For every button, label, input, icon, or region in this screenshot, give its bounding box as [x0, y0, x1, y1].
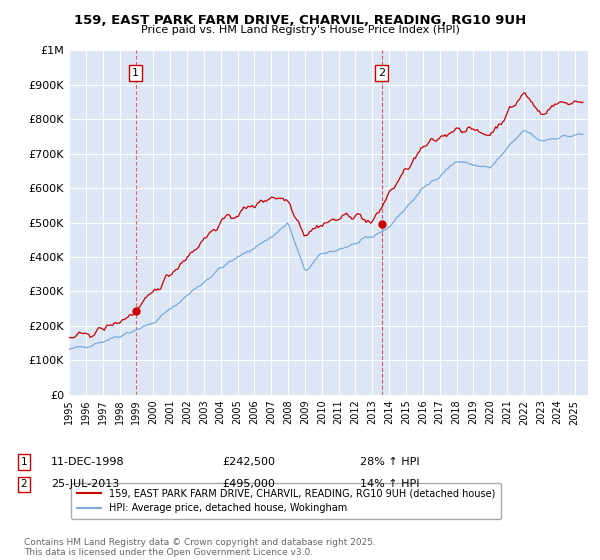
Text: 11-DEC-1998: 11-DEC-1998 — [51, 457, 125, 467]
Text: 25-JUL-2013: 25-JUL-2013 — [51, 479, 119, 489]
Text: Contains HM Land Registry data © Crown copyright and database right 2025.
This d: Contains HM Land Registry data © Crown c… — [24, 538, 376, 557]
Text: £242,500: £242,500 — [222, 457, 275, 467]
Text: 1: 1 — [20, 457, 28, 467]
Legend: 159, EAST PARK FARM DRIVE, CHARVIL, READING, RG10 9UH (detached house), HPI: Ave: 159, EAST PARK FARM DRIVE, CHARVIL, READ… — [71, 483, 502, 519]
Text: 2: 2 — [20, 479, 28, 489]
Text: 159, EAST PARK FARM DRIVE, CHARVIL, READING, RG10 9UH: 159, EAST PARK FARM DRIVE, CHARVIL, READ… — [74, 14, 526, 27]
Text: 2: 2 — [378, 68, 385, 78]
Text: 1: 1 — [132, 68, 139, 78]
Text: 28% ↑ HPI: 28% ↑ HPI — [360, 457, 419, 467]
Text: 14% ↑ HPI: 14% ↑ HPI — [360, 479, 419, 489]
Text: £495,000: £495,000 — [222, 479, 275, 489]
Text: Price paid vs. HM Land Registry's House Price Index (HPI): Price paid vs. HM Land Registry's House … — [140, 25, 460, 35]
